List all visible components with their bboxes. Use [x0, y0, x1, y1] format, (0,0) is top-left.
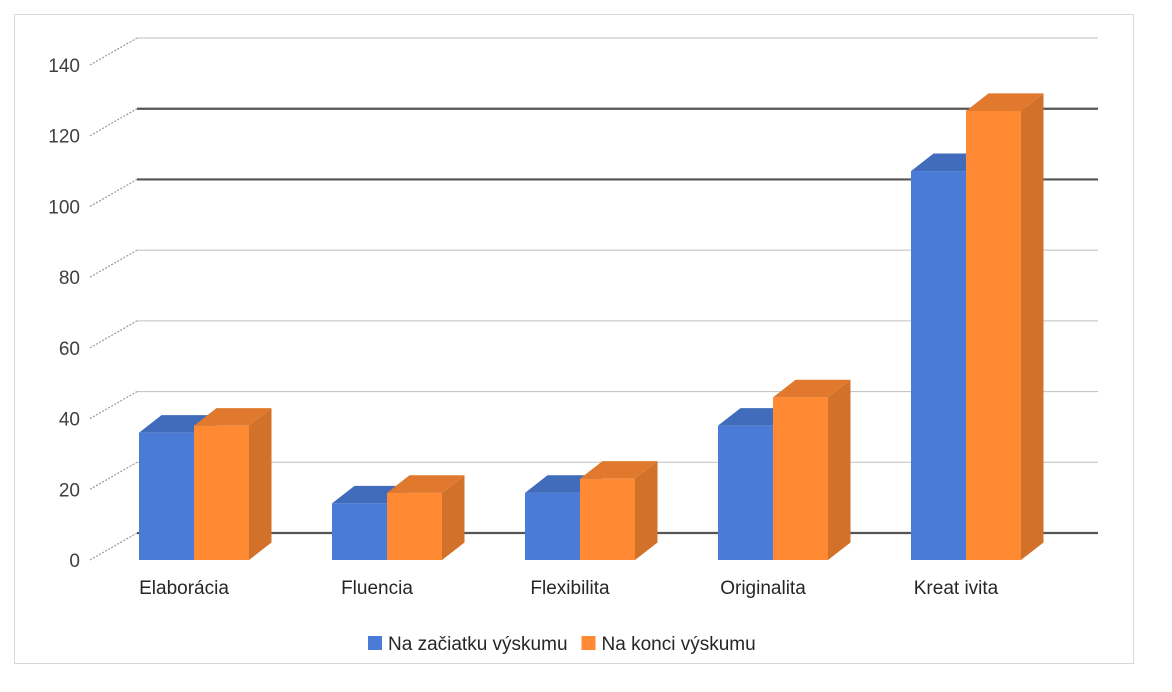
legend-label: Na začiatku výskumu [388, 634, 568, 655]
bar-front [911, 171, 966, 561]
bar-front [139, 432, 194, 560]
bar-front [194, 425, 249, 560]
bar-side [635, 461, 658, 560]
bars [139, 93, 1044, 561]
depth-tick [89, 461, 138, 490]
x-axis: Elaborácia Fluencia Flexibilita Originalita… [139, 578, 999, 599]
y-tick-label: 40 [59, 410, 80, 431]
depth-tick [89, 391, 138, 420]
legend-swatch [581, 636, 596, 650]
y-tick-label: 60 [59, 339, 80, 360]
depth-tick [89, 178, 138, 207]
depth-tick [89, 108, 138, 137]
bar-top [387, 475, 465, 493]
depth-tick [89, 249, 138, 278]
bar-front [773, 397, 828, 560]
y-tick-label: 20 [59, 480, 80, 501]
bar-top [966, 93, 1044, 111]
depth-tick [89, 37, 138, 66]
bar-front [718, 425, 773, 560]
legend-label: Na konci výskumu [602, 634, 756, 655]
bar [773, 379, 851, 560]
bar [387, 475, 465, 560]
bar-front [332, 503, 387, 560]
y-axis: 0 20 40 60 80 100 120 140 [48, 37, 138, 572]
bar-front [580, 478, 635, 560]
y-tick-label: 140 [48, 56, 80, 77]
bar-top [580, 461, 658, 479]
y-tick-label: 80 [59, 268, 80, 289]
bar [580, 461, 658, 560]
legend: Na začiatku výskumu Na konci výskumu [368, 634, 756, 655]
bar-side [442, 475, 465, 560]
depth-tick [89, 532, 138, 561]
bar-top [194, 408, 272, 426]
x-tick-label: Fluencia [341, 578, 413, 599]
depth-tick [89, 320, 138, 349]
legend-swatch [368, 636, 382, 650]
x-tick-label: Elaborácia [139, 578, 229, 599]
y-tick-label: 0 [69, 551, 80, 572]
bar-front [387, 492, 442, 560]
x-tick-label: Originalita [720, 578, 806, 599]
y-tick-label: 100 [48, 197, 80, 218]
bar-side [828, 379, 851, 560]
x-tick-label: Kreat ivita [914, 578, 999, 599]
bar-side [1021, 93, 1044, 561]
bar [194, 408, 272, 560]
bar [966, 93, 1044, 561]
bar-front [525, 492, 580, 560]
x-tick-label: Flexibilita [530, 578, 610, 599]
bar-side [249, 408, 272, 560]
y-tick-label: 120 [48, 127, 80, 148]
bar-top [773, 379, 851, 398]
bar-front [966, 110, 1021, 560]
